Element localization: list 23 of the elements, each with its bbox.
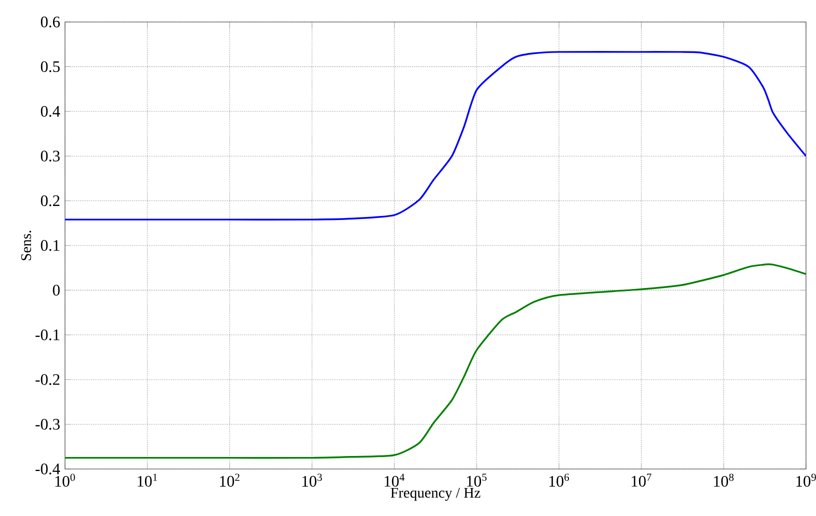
y-tick-label: 0	[52, 284, 60, 296]
x-tick-label: 10$^{2}$	[220, 474, 240, 487]
y-tick-label: 0.1	[40, 240, 60, 251]
y-tick-label: 0.6	[40, 16, 60, 28]
y-tick-label: 0.4	[40, 106, 60, 117]
x-tick-label: 10$^{4}$	[384, 474, 405, 487]
x-tick-label: 10$^{7}$	[632, 474, 652, 487]
y-tick-label: -0.4	[36, 464, 60, 474]
y-axis-title: Sens.	[21, 230, 32, 260]
x-tick-label: 10$^{1}$	[138, 474, 158, 487]
x-tick-label: 10$^{0}$	[55, 474, 75, 487]
y-tick-label: -0.3	[36, 418, 60, 430]
y-tick-label: 0.5	[40, 61, 60, 72]
y-tick-label: 0.2	[40, 195, 60, 206]
x-tick-label: 10$^{8}$	[714, 474, 734, 487]
x-axis-title: Frequency / Hz	[390, 488, 480, 501]
x-tick-label: 10$^{9}$	[796, 474, 816, 487]
x-tick-label: 10$^{6}$	[549, 474, 570, 487]
y-tick-label: -0.2	[36, 374, 60, 386]
y-tick-label: -0.1	[36, 329, 60, 340]
x-tick-label: 10$^{5}$	[467, 474, 487, 487]
y-tick-label: 0.3	[40, 150, 60, 162]
x-tick-label: 10$^{3}$	[302, 474, 322, 487]
